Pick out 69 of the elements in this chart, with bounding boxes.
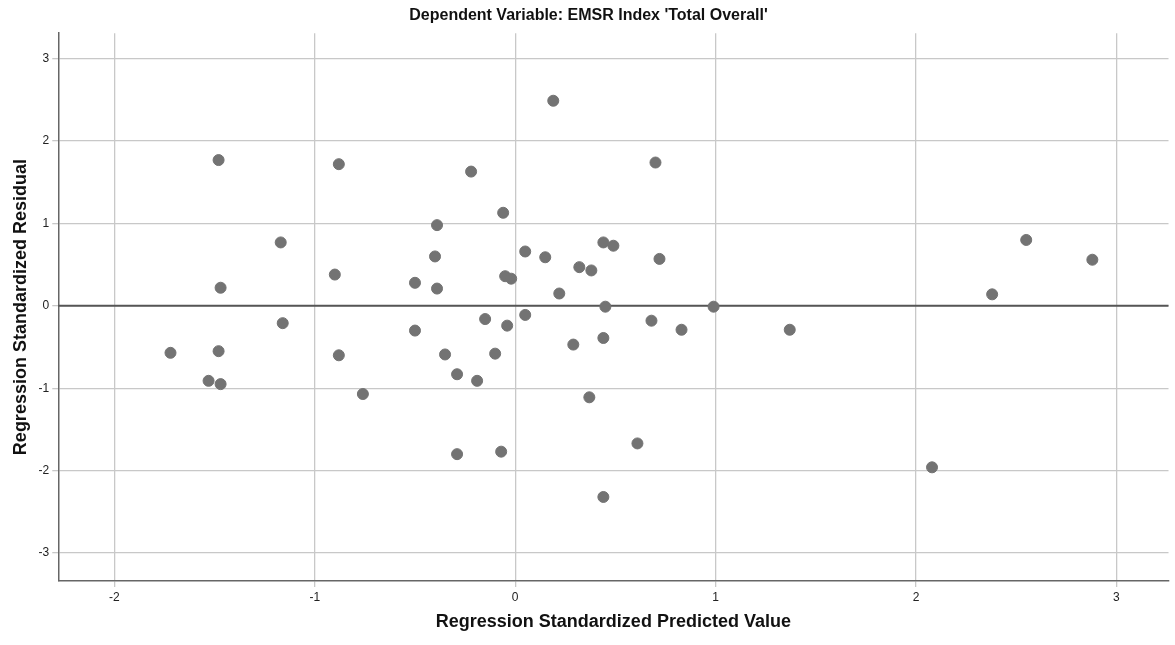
point xyxy=(497,206,510,219)
x-tick-label: 0 xyxy=(511,589,519,604)
point xyxy=(332,158,345,171)
point xyxy=(202,374,215,387)
y-tick-label: 3 xyxy=(42,51,50,66)
point xyxy=(597,490,610,503)
point xyxy=(471,374,484,387)
point xyxy=(553,287,566,300)
y-tick-label: -3 xyxy=(38,545,50,560)
point xyxy=(1020,233,1033,246)
y-tick-label: -1 xyxy=(38,380,50,395)
point xyxy=(212,154,225,167)
point xyxy=(408,324,421,337)
point xyxy=(212,345,225,358)
point xyxy=(451,368,464,381)
y-axis-title: Regression Standardized Residual xyxy=(9,159,30,456)
point xyxy=(649,156,662,169)
point xyxy=(501,319,514,332)
point xyxy=(1086,253,1099,266)
point xyxy=(707,300,720,313)
point xyxy=(431,282,444,295)
point xyxy=(489,347,502,360)
point xyxy=(356,388,369,401)
chart-title: Dependent Variable: EMSR Index 'Total Overall' xyxy=(409,6,768,24)
point xyxy=(783,323,796,336)
point xyxy=(607,239,620,252)
point xyxy=(547,94,560,107)
x-tick-label: 1 xyxy=(712,589,720,604)
point xyxy=(583,391,596,404)
x-axis-title: Regression Standardized Predicted Value xyxy=(435,611,791,632)
point xyxy=(539,251,552,264)
point xyxy=(276,317,289,330)
point xyxy=(653,252,666,265)
point xyxy=(597,331,610,344)
y-tick-label: 1 xyxy=(42,215,50,230)
point xyxy=(214,378,227,391)
point xyxy=(439,348,452,361)
point xyxy=(567,338,580,351)
point xyxy=(429,250,442,263)
y-tick-label: 0 xyxy=(42,298,50,313)
x-tick-label: 3 xyxy=(1113,589,1121,604)
point xyxy=(519,245,532,258)
point xyxy=(214,281,227,294)
point xyxy=(495,445,508,458)
point xyxy=(597,236,610,249)
point xyxy=(986,288,999,301)
point xyxy=(599,300,612,313)
point xyxy=(479,313,492,326)
point xyxy=(465,165,478,178)
point xyxy=(332,349,345,362)
point xyxy=(451,448,464,461)
y-tick-label: -2 xyxy=(38,462,50,477)
point xyxy=(519,308,532,321)
point xyxy=(274,236,287,249)
x-tick-label: -1 xyxy=(309,589,321,604)
point xyxy=(926,461,939,474)
x-tick-label: 2 xyxy=(912,589,920,604)
point xyxy=(631,437,644,450)
point xyxy=(645,314,658,327)
point xyxy=(431,219,444,232)
point xyxy=(328,268,341,281)
point xyxy=(164,346,177,359)
x-tick-label: -2 xyxy=(109,589,121,604)
point xyxy=(675,323,688,336)
point xyxy=(408,276,421,289)
y-tick-label: 2 xyxy=(42,133,50,148)
point xyxy=(573,261,586,274)
point xyxy=(505,272,518,285)
point xyxy=(585,264,598,277)
